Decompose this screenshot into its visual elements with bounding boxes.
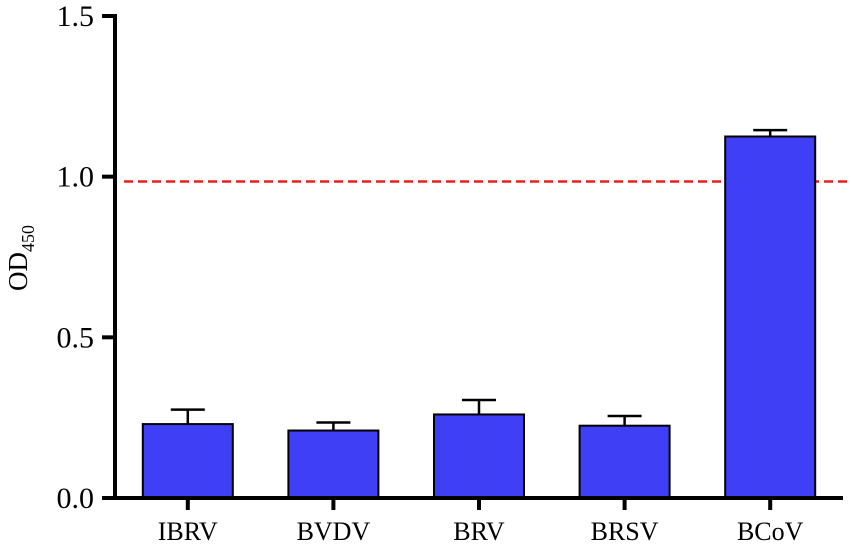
bar-brv <box>433 413 525 500</box>
bar-bvdv <box>287 429 380 499</box>
y-axis-title: OD450 <box>3 225 38 291</box>
x-tick-label-ibrv: IBRV <box>158 517 218 546</box>
y-tick-label-1: 0.5 <box>57 321 95 354</box>
x-tick-label-bvdv: BVDV <box>297 517 371 546</box>
x-tick-label-bcov: BCoV <box>737 517 804 546</box>
x-tick-label-brv: BRV <box>453 517 505 546</box>
y-tick-label-0: 0.0 <box>57 482 95 515</box>
x-tick-label-brsv: BRSV <box>591 517 659 546</box>
bar-brsv <box>578 424 671 500</box>
bar-ibrv <box>141 423 234 499</box>
y-tick-label-3: 1.5 <box>57 0 95 33</box>
bar-bcov <box>724 135 817 499</box>
y-tick-label-2: 1.0 <box>57 161 95 194</box>
